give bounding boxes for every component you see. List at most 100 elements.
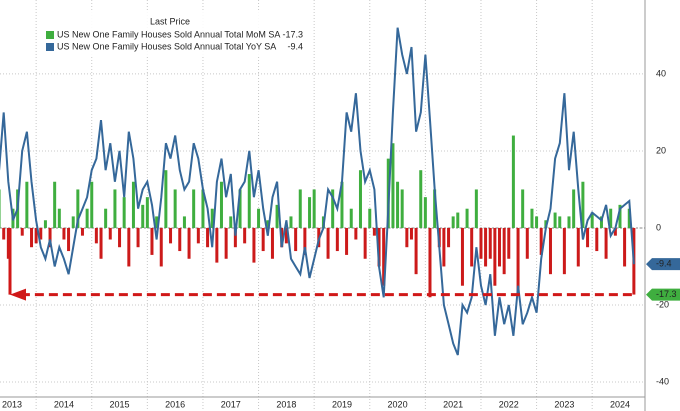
bar bbox=[391, 143, 395, 228]
y-tick-label: 40 bbox=[656, 68, 666, 78]
bar bbox=[108, 227, 112, 240]
bar bbox=[497, 227, 501, 267]
bar bbox=[187, 227, 191, 259]
legend-swatch bbox=[46, 31, 54, 39]
bar bbox=[206, 227, 210, 248]
bar bbox=[80, 227, 84, 236]
bar bbox=[553, 212, 557, 228]
bar bbox=[335, 227, 339, 252]
bar bbox=[535, 216, 539, 228]
x-tick-label: 2021 bbox=[443, 399, 463, 409]
bar bbox=[623, 227, 627, 267]
bar bbox=[377, 227, 381, 267]
bar bbox=[127, 227, 131, 267]
bar bbox=[219, 181, 223, 228]
x-tick-label: 2014 bbox=[54, 399, 74, 409]
bar bbox=[308, 197, 312, 228]
value-tag bbox=[646, 288, 680, 301]
legend-label: US New One Family Houses Sold Annual Tot… bbox=[57, 41, 276, 51]
x-tick-label: 2020 bbox=[388, 399, 408, 409]
bar bbox=[567, 216, 571, 228]
bar bbox=[39, 227, 43, 240]
bar bbox=[275, 204, 279, 228]
x-tick-label: 2016 bbox=[165, 399, 185, 409]
legend-box bbox=[42, 12, 308, 56]
bar bbox=[358, 170, 362, 228]
bar bbox=[474, 189, 478, 228]
bar bbox=[67, 227, 71, 252]
bar bbox=[470, 227, 474, 267]
bar bbox=[530, 208, 534, 228]
bar bbox=[57, 208, 61, 228]
bar bbox=[182, 216, 186, 228]
bar bbox=[173, 189, 177, 228]
bar bbox=[71, 216, 75, 228]
bar bbox=[586, 227, 590, 248]
x-tick-label: 2022 bbox=[499, 399, 519, 409]
bar bbox=[99, 227, 103, 259]
bar bbox=[331, 189, 335, 228]
bar bbox=[479, 227, 483, 259]
value-tag bbox=[646, 258, 680, 271]
bar bbox=[609, 208, 613, 228]
bar bbox=[419, 170, 423, 228]
bar bbox=[201, 189, 205, 228]
bar bbox=[372, 227, 376, 236]
bar bbox=[340, 181, 344, 228]
bar bbox=[465, 208, 469, 228]
bar bbox=[507, 227, 511, 259]
bar bbox=[169, 227, 173, 244]
bar bbox=[178, 227, 182, 252]
bar bbox=[270, 227, 274, 259]
bar bbox=[409, 227, 413, 240]
bar bbox=[94, 227, 98, 244]
bar bbox=[326, 227, 330, 259]
bar bbox=[53, 181, 57, 228]
bar bbox=[30, 227, 34, 248]
x-tick-label: 2023 bbox=[554, 399, 574, 409]
bar bbox=[266, 220, 270, 228]
bar bbox=[312, 189, 316, 228]
bar bbox=[145, 197, 149, 228]
bar bbox=[414, 227, 418, 275]
bar bbox=[113, 189, 117, 228]
bar bbox=[423, 197, 427, 228]
bar bbox=[252, 227, 256, 263]
bar bbox=[85, 208, 89, 228]
legend-title: Last Price bbox=[150, 16, 190, 26]
bar bbox=[196, 227, 200, 244]
bar bbox=[345, 227, 349, 255]
bar bbox=[2, 227, 6, 240]
bar bbox=[247, 174, 251, 228]
bar bbox=[405, 227, 409, 248]
y-tick-label: -40 bbox=[656, 376, 669, 386]
bar bbox=[243, 227, 247, 244]
bar bbox=[447, 227, 451, 248]
bar bbox=[131, 181, 135, 228]
bar bbox=[488, 227, 492, 259]
bar bbox=[581, 181, 585, 228]
bar bbox=[428, 227, 432, 298]
bar bbox=[164, 170, 168, 228]
bar bbox=[229, 216, 233, 228]
bar bbox=[25, 181, 29, 228]
bar bbox=[604, 227, 608, 259]
bar bbox=[525, 227, 529, 259]
bar bbox=[122, 197, 126, 228]
x-tick-label: 2013 bbox=[2, 399, 22, 409]
bar bbox=[511, 135, 515, 228]
bar bbox=[493, 227, 497, 286]
bar bbox=[233, 227, 237, 248]
bar bbox=[442, 227, 446, 267]
bar bbox=[20, 227, 24, 236]
legend-value: -9.4 bbox=[287, 41, 303, 51]
x-tick-label: 2019 bbox=[332, 399, 352, 409]
bar bbox=[118, 227, 122, 248]
arrow-head bbox=[10, 288, 26, 301]
bar bbox=[43, 220, 47, 228]
bar bbox=[433, 189, 437, 228]
bar bbox=[368, 208, 372, 228]
bar bbox=[349, 208, 353, 228]
value-tag-label: -17.3 bbox=[656, 289, 677, 299]
